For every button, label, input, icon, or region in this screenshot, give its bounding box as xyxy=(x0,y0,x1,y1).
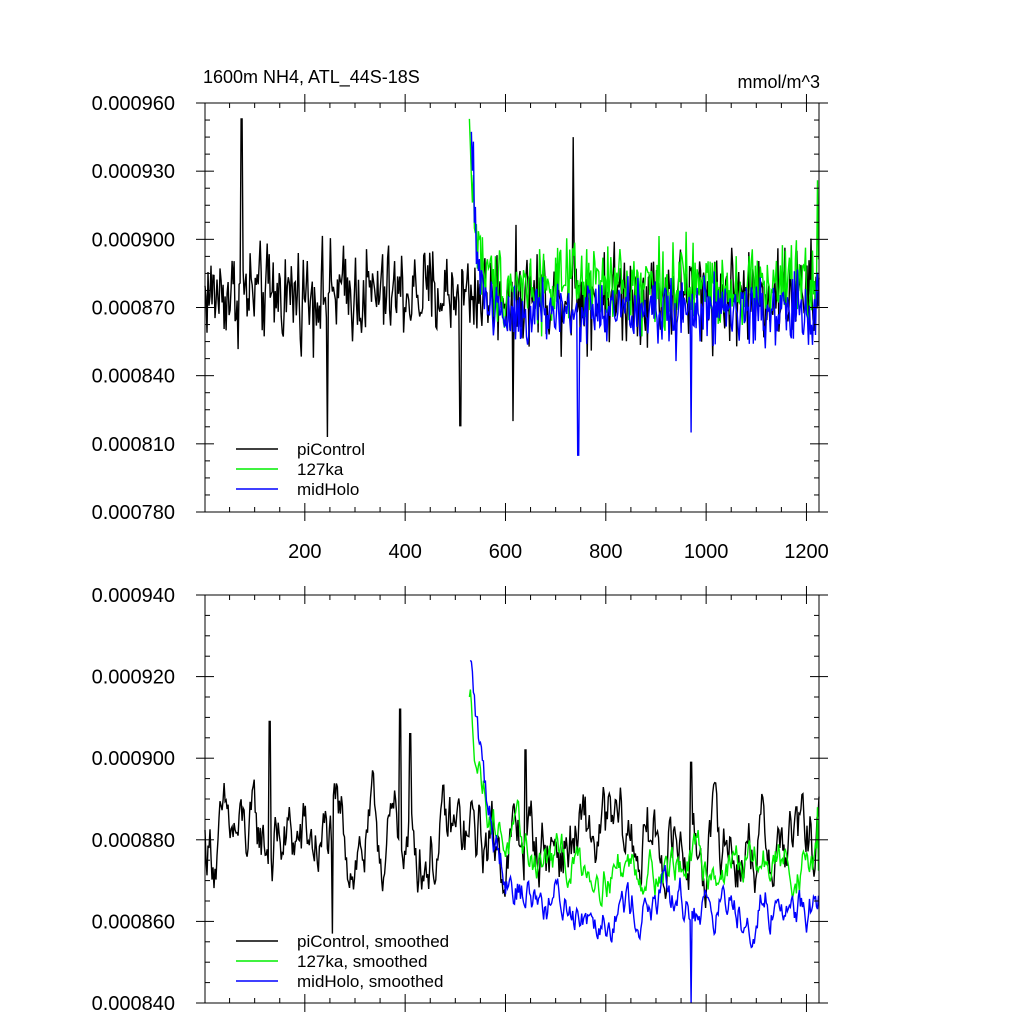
legend-label: piControl xyxy=(297,440,365,459)
top-panel: 1600m NH4, ATL_44S-18S mmol/m^3 200 400 60… xyxy=(92,67,829,563)
legend-label: 127ka, smoothed xyxy=(297,952,427,971)
legend-label: 127ka xyxy=(297,460,344,479)
top-panel-series-group xyxy=(204,118,820,456)
y-tick-label: 0.000870 xyxy=(92,298,175,320)
series-line-picontrol xyxy=(204,118,820,438)
x-tick-label: 1000 xyxy=(684,541,729,563)
series-line-midholo-smoothed xyxy=(469,659,820,1004)
y-tick-label: 0.000900 xyxy=(92,229,175,251)
legend-label: piControl, smoothed xyxy=(297,932,449,951)
y-tick-label: 0.000960 xyxy=(92,93,175,115)
series-line-127ka-smoothed xyxy=(468,689,820,908)
bottom-panel-series-group xyxy=(204,659,820,1004)
series-line-picontrol-smoothed xyxy=(204,708,820,934)
y-tick-label: 0.000840 xyxy=(92,993,175,1015)
x-tick-label: 200 xyxy=(288,541,321,563)
series-line-midholo xyxy=(470,131,820,456)
x-tick-label: 800 xyxy=(589,541,622,563)
bottom-panel-axes: 0.000840 0.000860 0.000880 0.000900 0.000920… xyxy=(92,585,828,1015)
y-tick-label: 0.000780 xyxy=(92,502,175,524)
top-panel-axes: 200 400 600 800 1000 1200 0.000780 0.000810 0.00… xyxy=(92,93,829,563)
y-tick-label: 0.000920 xyxy=(92,667,175,689)
x-tick-label: 400 xyxy=(388,541,421,563)
y-tick-label: 0.000810 xyxy=(92,434,175,456)
y-tick-label: 0.000930 xyxy=(92,161,175,183)
top-panel-title: 1600m NH4, ATL_44S-18S xyxy=(203,67,420,88)
y-tick-label: 0.000840 xyxy=(92,366,175,388)
series-line-127ka xyxy=(468,118,820,337)
y-tick-label: 0.000860 xyxy=(92,911,175,933)
bottom-panel: 0.000840 0.000860 0.000880 0.000900 0.000920… xyxy=(92,585,828,1015)
x-tick-label: 1200 xyxy=(784,541,829,563)
y-tick-label: 0.000900 xyxy=(92,748,175,770)
legend-label: midHolo xyxy=(297,480,359,499)
legend-label: midHolo, smoothed xyxy=(297,972,443,991)
units-label: mmol/m^3 xyxy=(738,72,820,92)
x-tick-label: 600 xyxy=(489,541,522,563)
y-tick-label: 0.000940 xyxy=(92,585,175,607)
y-tick-label: 0.000880 xyxy=(92,830,175,852)
